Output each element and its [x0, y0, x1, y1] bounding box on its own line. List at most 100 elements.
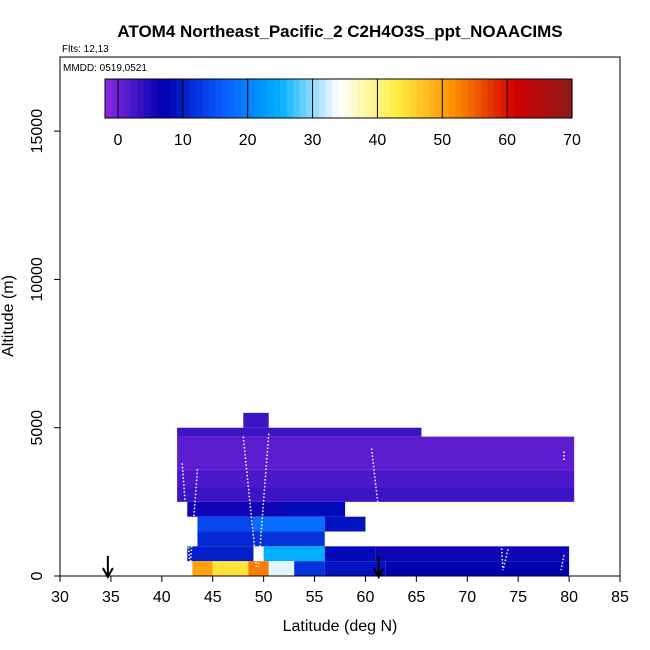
y-tick-label: 15000	[29, 109, 46, 154]
colorbar-segment	[364, 79, 372, 118]
chart-title: ATOM4 Northeast_Pacific_2 C2H4O3S_ppt_NO…	[117, 22, 562, 41]
colorbar-segment	[312, 79, 320, 118]
x-tick-label: 35	[102, 589, 120, 606]
x-tick-label: 60	[357, 589, 375, 606]
colorbar-tick-label: 40	[369, 132, 387, 149]
colorbar-frame	[104, 78, 573, 119]
heatmap-cell	[253, 531, 325, 547]
heatmap-cell	[375, 546, 570, 562]
colorbar-segment	[117, 79, 126, 118]
heatmap-cell	[324, 546, 376, 562]
x-tick-label: 80	[560, 589, 578, 606]
colorbar-segment	[546, 79, 554, 118]
colorbar-segment	[416, 79, 424, 118]
heatmap-cell	[197, 516, 254, 532]
colorbar-segment	[409, 79, 417, 118]
latitude-arrow-head	[372, 567, 385, 580]
colorbar-segment	[221, 79, 229, 118]
flight-track	[257, 433, 270, 568]
colorbar-segment	[215, 79, 223, 118]
heatmap-cell	[263, 546, 325, 562]
x-axis: 30 35 40 45 50 55 60 65 70 75 80 85	[51, 576, 629, 606]
heatmap-cell	[385, 561, 570, 576]
colorbar-segment	[299, 79, 307, 118]
flights-subtitle: Flts: 12,13	[62, 44, 109, 55]
heatmap-cell	[212, 561, 249, 576]
colorbar-segment	[293, 79, 301, 118]
heatmap-cell	[294, 561, 325, 576]
colorbar-tick-label: 60	[498, 132, 516, 149]
heatmap-cell	[248, 561, 269, 576]
colorbar-segment	[377, 79, 385, 118]
colorbar-segment	[163, 79, 171, 118]
colorbar-segment	[357, 79, 366, 118]
colorbar-segment	[513, 79, 521, 118]
colorbar-segment	[442, 79, 450, 118]
colorbar-segment	[338, 79, 346, 118]
colorbar-segment	[169, 79, 177, 118]
colorbar-segment	[182, 79, 190, 118]
heatmap-cells	[177, 412, 575, 576]
x-tick-label: 55	[306, 589, 324, 606]
colorbar-segment	[111, 79, 119, 118]
colorbar-segment	[494, 79, 502, 118]
colorbar-segment	[228, 79, 236, 118]
colorbar-segment	[559, 79, 567, 118]
colorbar-segment	[130, 79, 139, 118]
colorbar-tick-label: 30	[304, 132, 322, 149]
heatmap-cell	[253, 516, 325, 532]
colorbar-segment	[435, 79, 443, 118]
latitude-arrow-head	[101, 567, 114, 580]
x-tick-label: 30	[51, 589, 69, 606]
colorbar-segment	[143, 79, 152, 118]
y-axis-label: Altitude (m)	[0, 275, 17, 357]
colorbar-segment	[306, 79, 314, 118]
x-tick-label: 50	[255, 589, 273, 606]
colorbar-segment	[254, 79, 262, 118]
x-axis-label: Latitude (deg N)	[283, 618, 398, 635]
colorbar-segment	[461, 79, 469, 118]
x-tick-label: 70	[458, 589, 476, 606]
colorbar-segment	[332, 79, 340, 118]
colorbar-segment	[422, 79, 430, 118]
colorbar-segment	[260, 79, 268, 118]
colorbar-segment	[565, 79, 573, 118]
heatmap-cell	[177, 427, 422, 437]
heatmap-cell	[177, 487, 575, 502]
colorbar-tick-label: 50	[433, 132, 451, 149]
colorbar-segment	[325, 79, 333, 118]
colorbar-segment	[351, 79, 359, 118]
colorbar-segment	[370, 79, 379, 118]
colorbar-segment	[500, 79, 508, 118]
heatmap-cell	[324, 516, 366, 532]
colorbar-segment	[280, 79, 288, 118]
heatmap-cell	[177, 436, 575, 470]
colorbar-segment	[468, 79, 476, 118]
heatmap-cell	[324, 561, 386, 576]
colorbar-segment	[448, 79, 456, 118]
colorbar-segment	[189, 79, 197, 118]
colorbar-tick-label: 20	[239, 132, 257, 149]
colorbar-segment	[286, 79, 294, 118]
colorbar-segment	[247, 79, 255, 118]
colorbar: 0 10 20 30 40 50 60 70	[104, 78, 581, 149]
colorbar-segment	[487, 79, 495, 118]
plot-frame	[59, 56, 621, 577]
heatmap-cell	[284, 501, 346, 517]
y-tick-label: 0	[29, 571, 46, 580]
heatmap-cell	[197, 531, 254, 547]
colorbar-segment	[202, 79, 210, 118]
colorbar-segment	[403, 79, 411, 118]
colorbar-segment	[176, 79, 184, 118]
x-tick-label: 85	[611, 589, 629, 606]
flight-track	[181, 463, 192, 571]
x-tick-label: 45	[204, 589, 222, 606]
colorbar-segment	[552, 79, 560, 118]
heatmap-cell	[243, 412, 269, 428]
colorbar-segment	[526, 79, 534, 118]
colorbar-tick-label: 10	[174, 132, 192, 149]
colorbar-segment	[533, 79, 541, 118]
colorbar-tick-label: 70	[563, 132, 581, 149]
y-axis: 0 5000 10000 15000	[29, 109, 60, 580]
